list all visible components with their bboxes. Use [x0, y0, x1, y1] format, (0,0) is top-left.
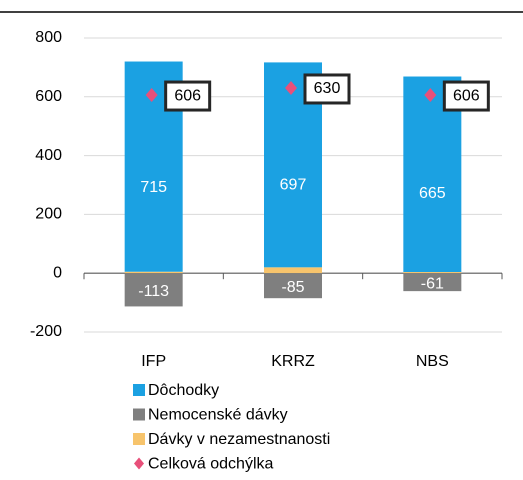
- bar: [403, 272, 462, 274]
- marker: [424, 88, 437, 103]
- bar: [403, 273, 462, 292]
- y-tick-label: 0: [53, 264, 62, 281]
- marker: [285, 80, 297, 95]
- legend-label: Dávky v nezamestnanosti: [148, 431, 330, 448]
- legend-swatch: [133, 384, 145, 396]
- marker: [145, 88, 158, 103]
- data-label: 630: [314, 80, 341, 97]
- legend-label: Nemocenské dávky: [148, 407, 288, 424]
- y-tick-label: 600: [35, 88, 62, 105]
- bar: [264, 273, 322, 299]
- legend-swatch: [133, 408, 145, 421]
- legend-label: Celková odchýlka: [148, 456, 274, 473]
- bar: [124, 271, 183, 274]
- label-box: [442, 80, 490, 112]
- y-tick-label: 400: [35, 147, 62, 164]
- y-tick-label: -200: [30, 323, 62, 340]
- y-tick-label: 800: [35, 29, 62, 46]
- bar: [124, 273, 183, 307]
- data-label: 715: [140, 179, 167, 196]
- data-label: 665: [419, 185, 446, 202]
- data-label: -85: [281, 279, 304, 296]
- legend-swatch: [133, 433, 145, 445]
- data-label: -61: [421, 275, 444, 292]
- label-box: [164, 80, 212, 112]
- x-tick-label: NBS: [416, 353, 449, 370]
- bar: [264, 267, 322, 274]
- legend-swatch: [134, 457, 144, 470]
- x-tick-label: IFP: [141, 353, 166, 370]
- legend-label: Dôchodky: [148, 382, 219, 399]
- y-tick-label: 200: [35, 206, 62, 223]
- x-tick-label: KRRZ: [271, 353, 315, 370]
- data-label: 606: [453, 87, 480, 104]
- data-label: 697: [280, 177, 307, 194]
- data-label: 606: [174, 87, 201, 104]
- label-box: [303, 73, 351, 105]
- data-label: -113: [138, 283, 169, 300]
